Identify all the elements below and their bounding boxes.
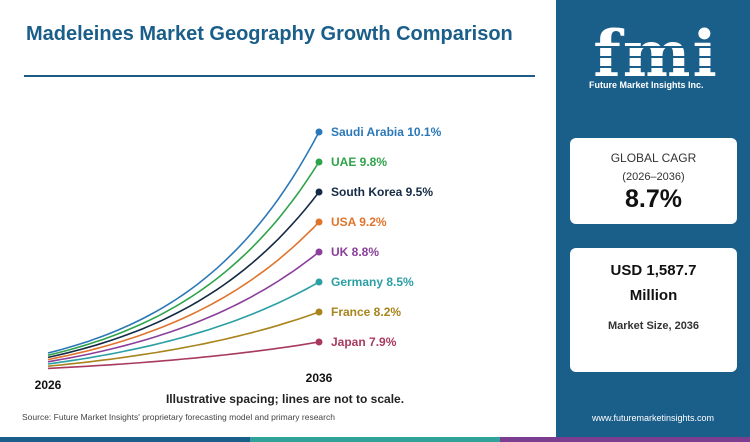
logo-tagline: Future Market Insights Inc. xyxy=(589,80,704,90)
market-size-card: USD 1,587.7 Million Market Size, 2036 xyxy=(570,248,737,372)
series-endpoint-france xyxy=(315,308,323,316)
series-line-germany xyxy=(47,281,320,365)
bottom-bar-segment xyxy=(250,437,500,442)
market-size-value: USD 1,587.7 xyxy=(610,262,697,279)
series-endpoint-saudi-arabia xyxy=(315,128,323,136)
cagr-card: GLOBAL CAGR (2026–2036) 8.7% xyxy=(570,138,737,224)
series-endpoint-usa xyxy=(315,218,323,226)
chart-note: Illustrative spacing; lines are not to s… xyxy=(166,392,404,406)
bottom-bar-segment xyxy=(0,437,250,442)
cagr-label: GLOBAL CAGR xyxy=(610,151,697,165)
series-label-saudi-arabia: Saudi Arabia 10.1% xyxy=(331,125,442,139)
chart-panel: Madeleines Market Geography Growth Compa… xyxy=(22,23,535,422)
series-line-usa xyxy=(47,221,320,361)
series-endpoint-uk xyxy=(315,248,323,256)
series-label-france: France 8.2% xyxy=(331,305,401,319)
source-note: Source: Future Market Insights' propriet… xyxy=(22,412,335,422)
series-endpoint-uae xyxy=(315,158,323,166)
series-label-south-korea: South Korea 9.5% xyxy=(331,185,433,199)
market-size-unit: Million xyxy=(629,287,678,304)
title-divider xyxy=(24,75,535,77)
series-line-france xyxy=(47,311,320,367)
series-endpoint-south-korea xyxy=(315,188,323,196)
x-tick-2036: 2036 xyxy=(306,371,333,385)
cagr-period: (2026–2036) xyxy=(622,171,685,183)
logo-mark: fmi xyxy=(593,17,719,92)
website-link[interactable]: www.futuremarketinsights.com xyxy=(591,413,715,423)
x-tick-2026: 2026 xyxy=(35,378,62,392)
series-endpoint-japan xyxy=(315,338,323,346)
bottom-bar-segment xyxy=(500,437,750,442)
market-size-label: Market Size, 2036 xyxy=(607,320,700,332)
fmi-logo: fmi xyxy=(582,17,730,92)
series-label-uae: UAE 9.8% xyxy=(331,155,387,169)
series-label-uk: UK 8.8% xyxy=(331,245,379,259)
chart-title: Madeleines Market Geography Growth Compa… xyxy=(26,23,513,45)
series-line-uae xyxy=(47,161,320,356)
series-label-japan: Japan 7.9% xyxy=(331,335,397,349)
bottom-color-bar xyxy=(0,437,750,442)
series-line-uk xyxy=(47,251,320,363)
series-label-usa: USA 9.2% xyxy=(331,215,387,229)
cagr-value: 8.7% xyxy=(625,185,682,213)
series-line-south-korea xyxy=(47,191,320,359)
series-label-germany: Germany 8.5% xyxy=(331,275,414,289)
line-chart: Saudi Arabia 10.1% UAE 9.8% South Korea 9.… xyxy=(35,125,442,406)
series-line-saudi-arabia xyxy=(47,131,320,354)
info-sidebar: fmi Future Market Insights Inc. GLOBAL C… xyxy=(556,0,750,437)
series-endpoint-germany xyxy=(315,278,323,286)
series-line-japan xyxy=(47,341,320,370)
